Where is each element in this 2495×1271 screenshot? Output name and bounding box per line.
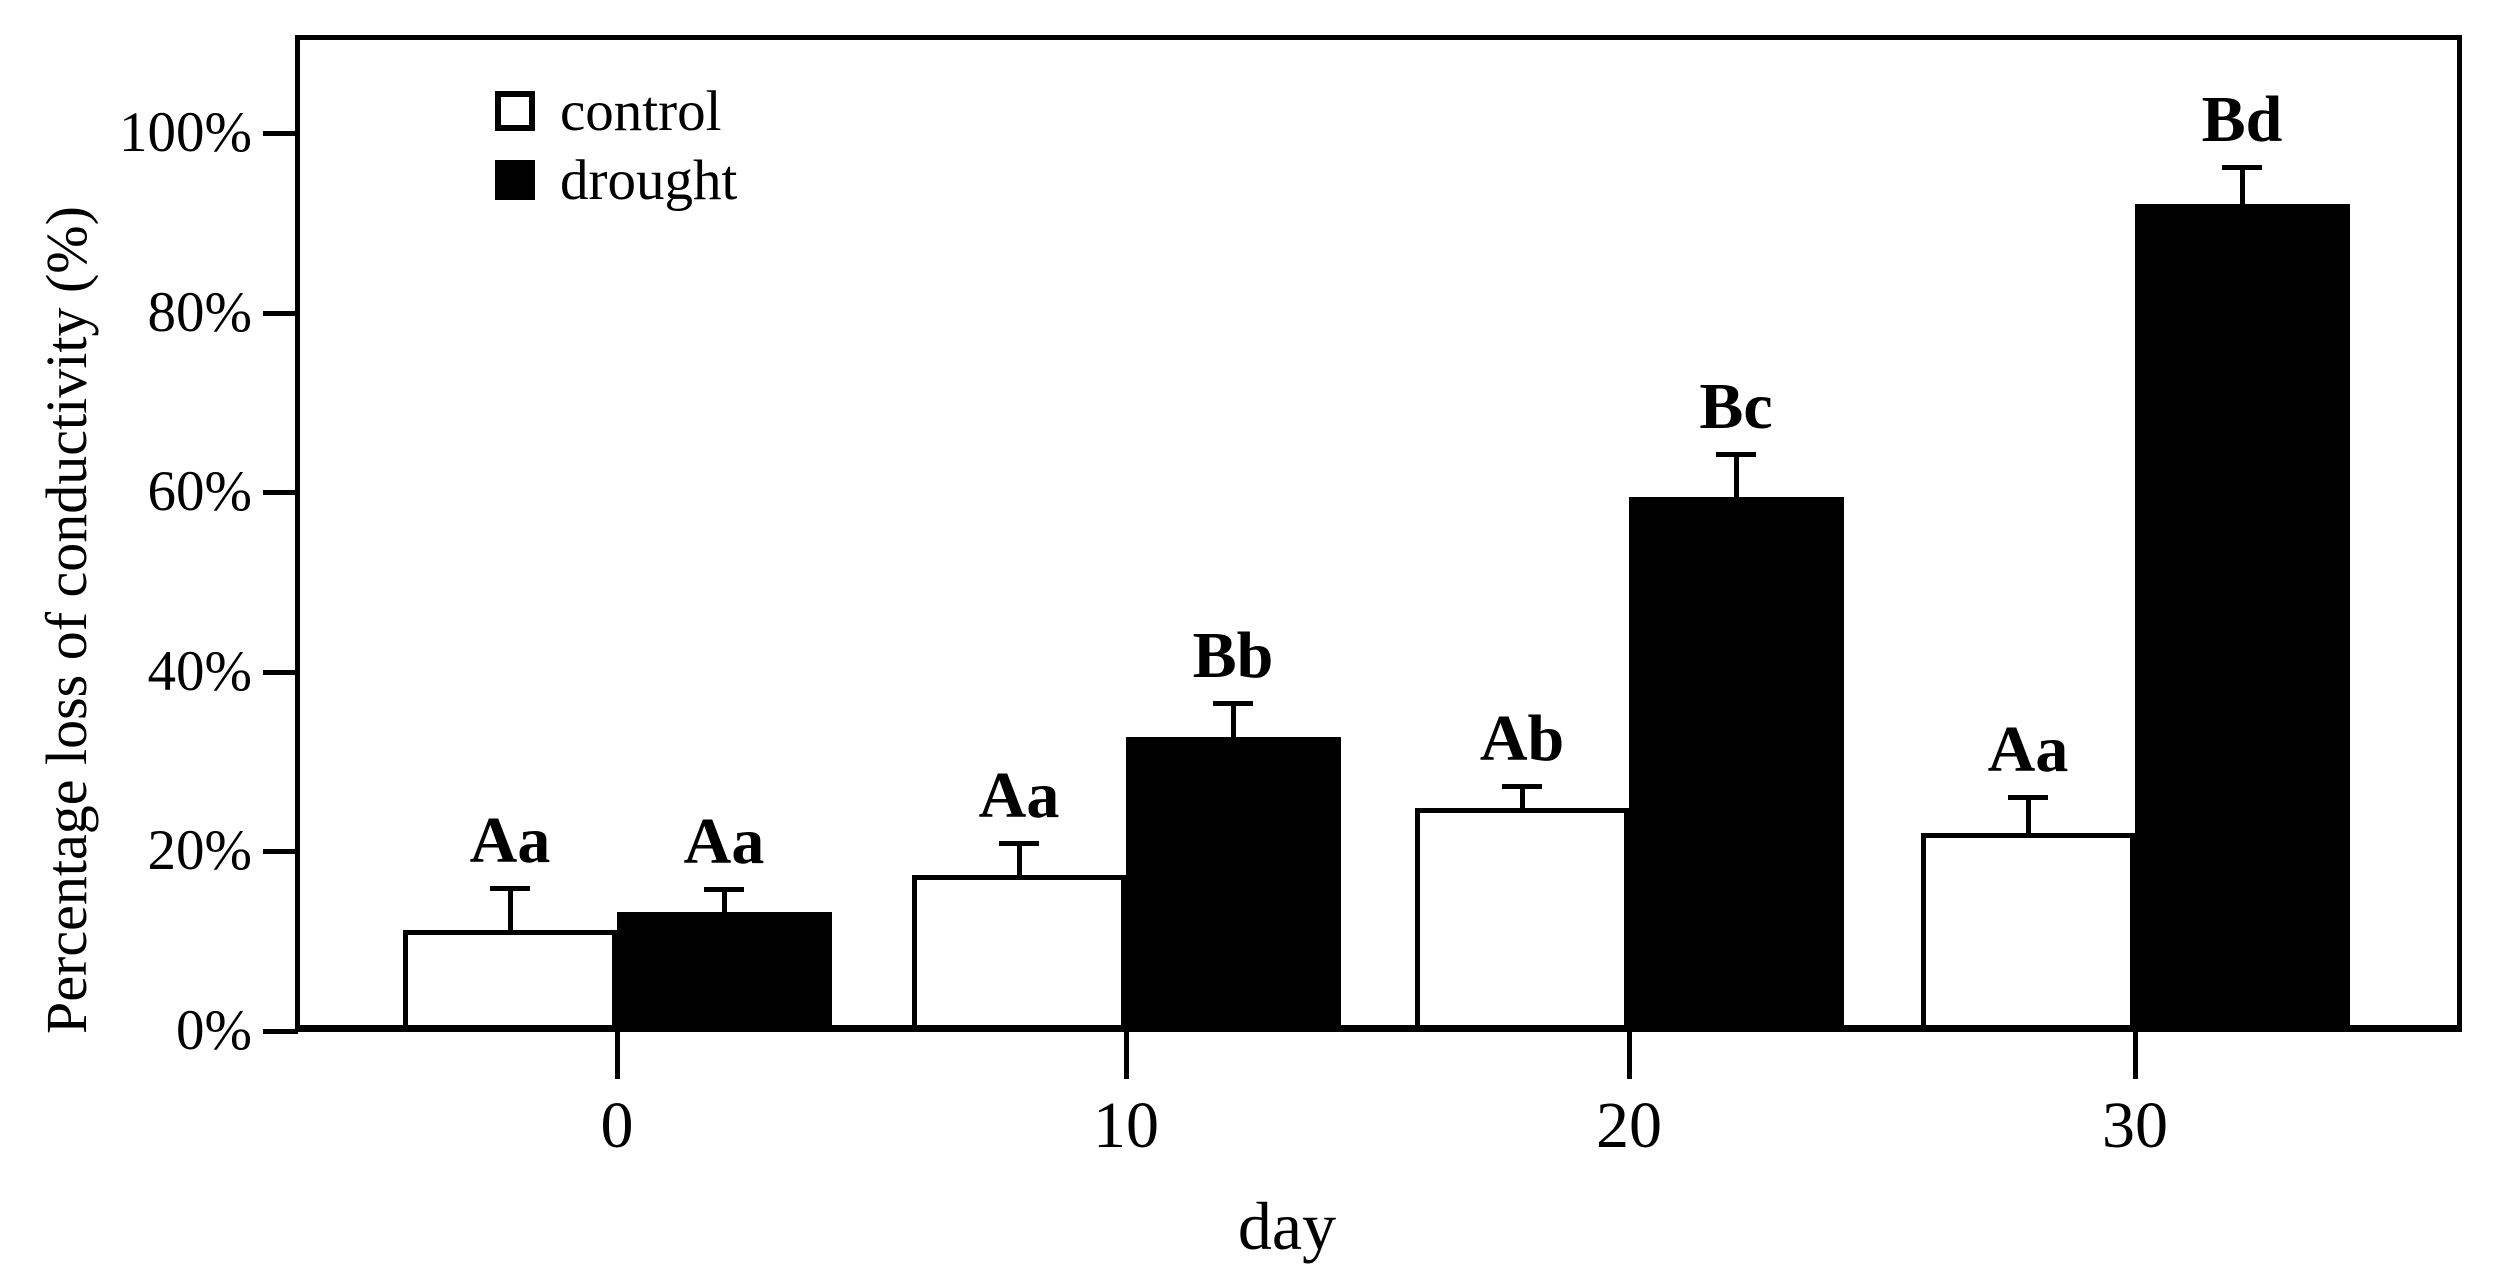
x-tick-mark	[1124, 1031, 1129, 1079]
x-axis-line	[295, 1025, 2462, 1032]
x-tick-mark	[1627, 1031, 1632, 1079]
error-bar-line	[722, 887, 727, 912]
y-tick-label: 80%	[147, 281, 252, 344]
error-bar-line	[1520, 784, 1525, 808]
legend-label: drought	[560, 148, 738, 212]
error-bar-cap	[1502, 784, 1542, 789]
significance-label: Bb	[1192, 619, 1274, 692]
control-bar-day-0	[403, 930, 617, 1031]
x-tick-mark	[615, 1031, 620, 1079]
control-bar-day-30	[1921, 833, 2135, 1031]
x-tick-mark	[2133, 1031, 2138, 1079]
y-tick-label: 100%	[119, 101, 252, 164]
legend: control drought	[495, 83, 737, 227]
y-tick-mark	[263, 311, 298, 316]
control-bar-day-10	[912, 875, 1126, 1031]
y-tick-mark	[263, 1029, 298, 1034]
y-tick-label: 60%	[147, 460, 252, 523]
significance-label: Aa	[683, 805, 765, 878]
legend-label: control	[560, 79, 722, 143]
significance-label: Aa	[469, 804, 551, 877]
y-tick-mark	[263, 849, 298, 854]
significance-label: Aa	[978, 759, 1060, 832]
x-tick-label: 10	[1093, 1089, 1159, 1162]
y-tick-mark	[263, 131, 298, 136]
error-bar-cap	[1716, 452, 1756, 457]
x-tick-label: 20	[1596, 1089, 1662, 1162]
control-swatch-icon	[495, 91, 535, 131]
error-bar-cap	[2222, 165, 2262, 170]
x-tick-label: 0	[600, 1089, 634, 1162]
error-bar-cap	[2008, 795, 2048, 800]
x-axis-title: day	[1237, 1188, 1337, 1264]
significance-label: Bd	[2201, 83, 2283, 156]
y-tick-label: 40%	[147, 640, 252, 703]
error-bar-cap	[704, 887, 744, 892]
significance-label: Ab	[1479, 702, 1565, 775]
drought-bar-day-10	[1126, 737, 1341, 1031]
error-bar-line	[1734, 452, 1739, 497]
error-bar-line	[1231, 701, 1236, 737]
error-bar-line	[1017, 841, 1022, 875]
significance-label: Aa	[1987, 713, 2069, 786]
error-bar-line	[2240, 165, 2245, 204]
drought-bar-day-20	[1629, 497, 1844, 1031]
drought-bar-day-0	[617, 912, 832, 1031]
y-tick-label: 20%	[147, 819, 252, 882]
control-bar-day-20	[1415, 808, 1629, 1031]
y-tick-mark	[263, 670, 298, 675]
legend-item-control: control	[495, 83, 737, 140]
error-bar-cap	[490, 886, 530, 891]
significance-label: Bc	[1699, 370, 1773, 443]
y-tick-mark	[263, 490, 298, 495]
error-bar-line	[508, 886, 513, 930]
legend-item-drought: drought	[495, 152, 737, 209]
error-bar-line	[2026, 795, 2031, 833]
drought-swatch-icon	[495, 160, 535, 200]
y-tick-label: 0%	[176, 999, 252, 1062]
drought-bar-day-30	[2135, 204, 2350, 1031]
error-bar-cap	[999, 841, 1039, 846]
x-tick-label: 30	[2102, 1089, 2168, 1162]
error-bar-cap	[1213, 701, 1253, 706]
